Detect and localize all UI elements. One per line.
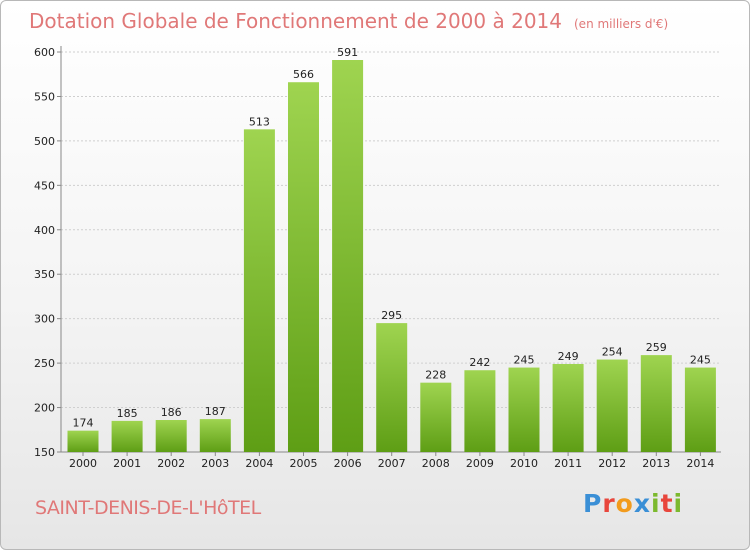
- logo-letter: i: [673, 489, 684, 518]
- y-tick-label: 450: [34, 179, 55, 192]
- bar: [464, 370, 496, 452]
- bar: [376, 323, 408, 452]
- x-tick-label: 2006: [334, 457, 362, 470]
- chart-title-text: Dotation Globale de Fonctionnement de 20…: [29, 9, 562, 33]
- x-tick-label: 2013: [642, 457, 670, 470]
- x-tick-label: 2000: [69, 457, 97, 470]
- bar: [111, 420, 143, 452]
- x-tick-label: 2003: [201, 457, 229, 470]
- y-tick-label: 300: [34, 313, 55, 326]
- bar: [199, 419, 231, 452]
- x-tick-label: 2001: [113, 457, 141, 470]
- logo-letter: x: [633, 489, 651, 518]
- y-tick-label: 350: [34, 268, 55, 281]
- x-tick-label: 2014: [686, 457, 714, 470]
- data-label: 513: [249, 115, 270, 128]
- y-tick-label: 150: [34, 446, 55, 459]
- proxiti-logo: Proxiti: [583, 489, 683, 518]
- bar: [596, 359, 628, 452]
- bar: [640, 355, 672, 452]
- x-tick-label: 2012: [598, 457, 626, 470]
- y-tick-label: 600: [34, 46, 55, 59]
- data-label: 186: [161, 406, 182, 419]
- x-tick-label: 2010: [510, 457, 538, 470]
- bar: [288, 82, 319, 452]
- chart-unit: (en milliers d'€): [574, 17, 669, 31]
- bar: [243, 129, 275, 453]
- bar: [684, 367, 716, 452]
- logo-letter: o: [615, 489, 634, 518]
- commune-name: SAINT-DENIS-DE-L'HôTEL: [35, 497, 261, 519]
- x-tick-label: 2005: [290, 457, 318, 470]
- x-tick-label: 2004: [245, 457, 273, 470]
- logo-letter: P: [583, 489, 603, 518]
- y-tick-label: 250: [34, 357, 55, 370]
- bar: [420, 382, 452, 452]
- data-label: 174: [73, 417, 94, 430]
- data-label: 259: [646, 341, 667, 354]
- logo-letter: r: [602, 489, 616, 518]
- chart-title: Dotation Globale de Fonctionnement de 20…: [29, 9, 668, 33]
- x-tick-label: 2008: [422, 457, 450, 470]
- x-tick-label: 2011: [554, 457, 582, 470]
- data-label: 254: [602, 346, 623, 359]
- data-label: 185: [117, 407, 138, 420]
- data-label: 591: [337, 46, 358, 59]
- bar: [552, 364, 584, 452]
- x-tick-label: 2009: [466, 457, 494, 470]
- bar: [332, 60, 364, 452]
- y-tick-label: 200: [34, 402, 55, 415]
- y-tick-label: 400: [34, 224, 55, 237]
- logo-letter: t: [660, 489, 674, 518]
- data-label: 242: [469, 356, 490, 369]
- data-label: 228: [425, 369, 446, 382]
- bar: [67, 430, 99, 452]
- x-tick-label: 2002: [157, 457, 185, 470]
- data-label: 249: [558, 350, 579, 363]
- data-label: 245: [690, 354, 711, 367]
- bar: [508, 367, 540, 452]
- data-label: 566: [293, 68, 314, 81]
- data-label: 245: [514, 354, 535, 367]
- data-label: 295: [381, 309, 402, 322]
- y-tick-label: 500: [34, 135, 55, 148]
- data-label: 187: [205, 405, 226, 418]
- x-tick-label: 2007: [378, 457, 406, 470]
- logo-letter: i: [651, 489, 661, 518]
- bar: [155, 420, 187, 452]
- y-tick-label: 550: [34, 90, 55, 103]
